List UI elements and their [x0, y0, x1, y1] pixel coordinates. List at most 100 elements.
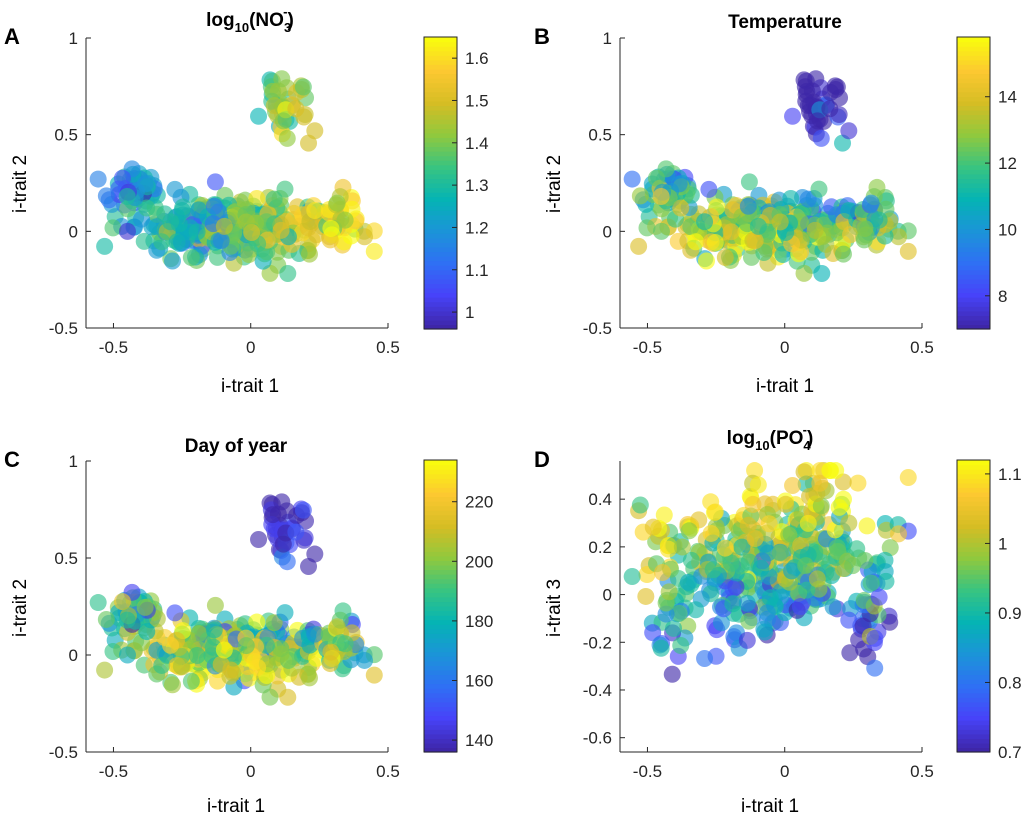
colorbar-tick-label: 12: [998, 154, 1017, 173]
y-axis-label: i-trait 2: [10, 579, 31, 637]
axis-ticks: -0.5 0 0.5 -0.5 0 0.5 1: [583, 29, 934, 357]
scatter-point: [659, 540, 677, 558]
colorbar-segment: [424, 583, 457, 589]
colorbar-segment: [957, 519, 990, 525]
colorbar-segment: [424, 683, 457, 689]
colorbar-segment: [957, 514, 990, 520]
colorbar-tick-label: 220: [465, 493, 493, 512]
colorbar-segment: [957, 310, 990, 316]
colorbar-segment: [957, 606, 990, 612]
scatter-point: [840, 202, 858, 220]
scatter-point: [722, 223, 740, 241]
scatter-point: [652, 188, 670, 206]
scatter-point: [749, 476, 767, 494]
colorbar-segment: [957, 146, 990, 152]
colorbar-segment: [424, 64, 457, 70]
colorbar-segment: [424, 610, 457, 616]
scatter-point: [644, 624, 662, 642]
scatter-point: [248, 613, 266, 631]
colorbar-segment: [957, 523, 990, 530]
axis-ticks: -0.5 0 0.5 -0.6 -0.4 -0.2 0 0.2 0.4: [583, 461, 934, 781]
scatter-point: [274, 535, 292, 553]
x-tick-label: 0: [246, 338, 255, 357]
colorbar-segment: [424, 59, 457, 65]
scatter-point: [272, 221, 290, 239]
scatter-point: [696, 650, 714, 668]
scatter-point: [663, 665, 681, 683]
colorbar-segment: [957, 542, 990, 548]
colorbar-segment: [424, 724, 457, 730]
scatter-point: [306, 202, 324, 220]
colorbar-segment: [957, 91, 990, 97]
colorbar-segment: [957, 228, 990, 234]
scatter-point: [276, 180, 294, 198]
colorbar-segment: [957, 546, 990, 552]
colorbar-segment: [957, 482, 990, 488]
colorbar-tick-label: 0.9: [998, 604, 1022, 623]
colorbar-segment: [424, 665, 457, 671]
colorbar-segment: [957, 119, 990, 125]
colorbar-segment: [957, 651, 990, 657]
scatter-point: [279, 688, 297, 706]
scatter-point: [673, 538, 691, 556]
scatter-point: [758, 604, 776, 622]
scatter-point: [647, 169, 665, 187]
colorbar-tick-label: 1.2: [465, 218, 489, 237]
colorbar-segment: [957, 505, 990, 511]
scatter-point: [322, 219, 340, 237]
colorbar-segment: [957, 533, 990, 539]
colorbar-segment: [957, 78, 990, 84]
colorbar-segment: [424, 729, 457, 735]
colorbar-segment: [957, 50, 990, 56]
scatter-point: [858, 517, 876, 535]
scatter-point: [761, 589, 779, 607]
colorbar-segment: [957, 587, 990, 593]
colorbar-segment: [957, 242, 990, 248]
colorbar-segment: [957, 210, 990, 216]
colorbar-segment: [424, 555, 457, 561]
colorbar-segment: [957, 496, 990, 502]
colorbar-segment: [957, 164, 990, 170]
colorbar-segment: [424, 660, 457, 666]
scatter-point: [336, 211, 354, 229]
scatter-point: [118, 646, 136, 664]
scatter-point: [631, 187, 649, 205]
scatter-point: [682, 551, 700, 569]
colorbar-segment: [957, 679, 990, 685]
scatter-point: [264, 82, 282, 100]
panel-title: log10(NO3-): [206, 4, 294, 35]
scatter-point: [670, 175, 688, 193]
colorbar-tick-label: 1.3: [465, 176, 489, 195]
scatter-point: [215, 217, 233, 235]
colorbar-segment: [957, 87, 990, 93]
colorbar-segment: [957, 41, 990, 47]
scatter-point: [306, 122, 324, 140]
colorbar-segment: [957, 110, 990, 116]
scatter-point: [744, 495, 762, 513]
scatter-point: [300, 669, 318, 687]
colorbar-segment: [424, 251, 457, 257]
colorbar-segment: [424, 606, 457, 612]
colorbar-segment: [957, 233, 990, 239]
y-tick-label: -0.4: [583, 681, 612, 700]
scatter-point: [206, 173, 224, 191]
scatter-point: [738, 631, 756, 649]
x-tick-label: 0.5: [376, 338, 400, 357]
colorbar-segment: [957, 469, 990, 475]
colorbar-tick-label: 1.1: [998, 465, 1022, 484]
scatter-point: [841, 644, 859, 662]
scatter-point: [272, 645, 290, 663]
colorbar-segment: [424, 87, 457, 93]
colorbar-segment: [957, 555, 990, 561]
panel-label: D: [534, 447, 550, 472]
colorbar-segment: [424, 715, 457, 721]
scatter-point: [188, 223, 206, 241]
colorbar-segment: [424, 642, 457, 648]
scatter-point: [278, 553, 296, 571]
colorbar-segment: [424, 624, 457, 630]
colorbar-segment: [957, 578, 990, 584]
y-tick-label: -0.6: [583, 729, 612, 748]
colorbar-segment: [424, 105, 457, 111]
colorbar-segment: [957, 141, 990, 148]
y-tick-label: 0.5: [54, 126, 78, 145]
